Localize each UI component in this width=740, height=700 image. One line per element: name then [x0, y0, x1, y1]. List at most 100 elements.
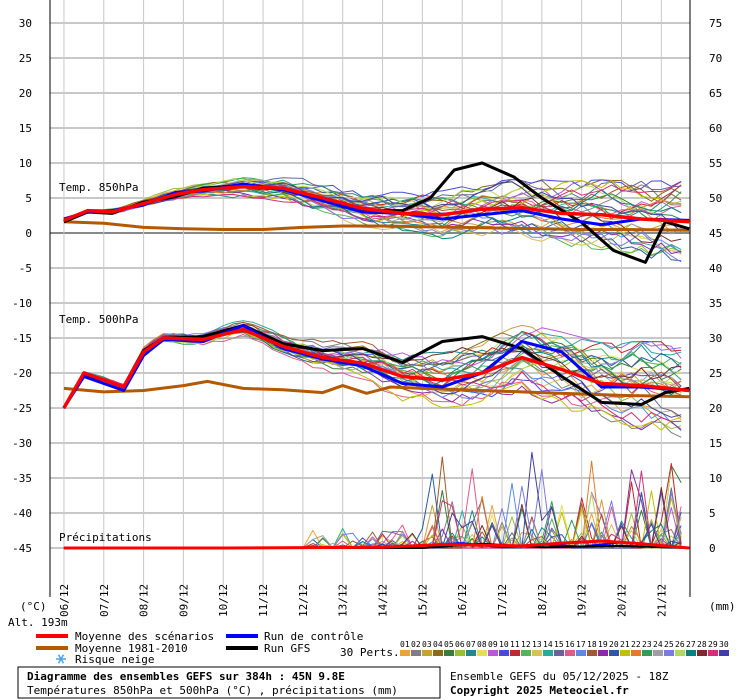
perturbation-swatch	[499, 650, 509, 656]
left-tick-label: 30	[19, 17, 32, 30]
perturbation-swatch	[433, 650, 443, 656]
legend-label-gfs: Run GFS	[264, 642, 310, 655]
perturbation-number: 19	[598, 640, 608, 649]
left-tick-label: -5	[19, 262, 32, 275]
right-tick-label: 50	[709, 192, 722, 205]
perturbation-swatch	[532, 650, 542, 656]
date-tick-label: 13/12	[337, 584, 350, 617]
chart-subtitle: Températures 850hPa et 500hPa (°C) , pré…	[27, 684, 398, 697]
mean-precip-line	[63, 539, 690, 550]
climate-500-line	[63, 379, 690, 399]
ensemble-850-member	[63, 186, 682, 263]
right-tick-label: 0	[709, 542, 716, 555]
perturbation-number: 29	[708, 640, 718, 649]
perturbation-number: 08	[477, 640, 487, 649]
perturbation-number: 20	[609, 640, 619, 649]
date-tick-label: 12/12	[297, 584, 310, 617]
perturbation-number: 22	[631, 640, 641, 649]
date-tick-label: 10/12	[217, 584, 230, 617]
perturbation-swatch	[609, 650, 619, 656]
left-tick-label: -45	[12, 542, 32, 555]
right-tick-label: 45	[709, 227, 722, 240]
run-info: Ensemble GEFS du 05/12/2025 - 18Z	[450, 670, 669, 683]
perturbation-swatch	[675, 650, 685, 656]
perturbation-swatch	[620, 650, 630, 656]
left-tick-label: -20	[12, 367, 32, 380]
perturbation-swatch	[565, 650, 575, 656]
perturbation-swatch	[576, 650, 586, 656]
perturbation-swatch	[455, 650, 465, 656]
date-tick-label: 21/12	[655, 584, 668, 617]
right-tick-label: 15	[709, 437, 722, 450]
perturbation-swatch	[400, 650, 410, 656]
perturbation-swatch	[444, 650, 454, 656]
right-tick-label: 55	[709, 157, 722, 170]
date-tick-label: 06/12	[58, 584, 71, 617]
perturbation-number: 21	[620, 640, 630, 649]
left-tick-label: -25	[12, 402, 32, 415]
perturbation-swatch	[521, 650, 531, 656]
copyright: Copyright 2025 Meteociel.fr	[450, 684, 629, 697]
right-tick-label: 25	[709, 367, 722, 380]
perturbation-swatch	[697, 650, 707, 656]
perturbation-number: 28	[697, 640, 707, 649]
right-tick-label: 30	[709, 332, 722, 345]
perturbation-swatch	[664, 650, 674, 656]
perturbation-number: 05	[444, 640, 454, 649]
perturbation-swatch	[598, 650, 608, 656]
legend: Moyenne des scénarios Run de contrôle Mo…	[36, 630, 363, 666]
perturbation-swatch	[554, 650, 564, 656]
ensemble-850-member	[63, 179, 682, 232]
perturbation-number: 14	[543, 640, 553, 649]
legend-label-control: Run de contrôle	[264, 630, 363, 643]
ensemble-850-member	[63, 181, 682, 232]
right-tick-label: 60	[709, 122, 722, 135]
perturbation-swatch	[477, 650, 487, 656]
perturbation-number: 23	[642, 640, 652, 649]
perturbation-swatch	[642, 650, 652, 656]
left-tick-label: -15	[12, 332, 32, 345]
date-tick-label: 07/12	[98, 584, 111, 617]
mean-500-line	[62, 327, 690, 409]
ensemble-850-member	[63, 177, 682, 256]
series-layer	[62, 161, 690, 550]
perturbation-swatch	[653, 650, 663, 656]
perturbation-swatch	[466, 650, 476, 656]
perturbation-swatch	[543, 650, 553, 656]
perturbation-number: 07	[466, 640, 476, 649]
chart-title: Diagramme des ensembles GEFS sur 384h : …	[27, 670, 345, 683]
perturbation-swatch	[587, 650, 597, 656]
perturbation-number: 24	[653, 640, 663, 649]
perturbation-swatch	[510, 650, 520, 656]
date-tick-label: 14/12	[377, 584, 390, 617]
right-tick-label: 5	[709, 507, 716, 520]
perturbations-label: 30 Perts.	[340, 646, 400, 659]
mean-850-line	[63, 185, 690, 224]
legend-label-snow: Risque neige	[75, 653, 154, 666]
perturbation-number: 03	[422, 640, 432, 649]
perturbation-number: 13	[532, 640, 542, 649]
right-tick-label: 65	[709, 87, 722, 100]
snowflake-icon	[56, 654, 66, 664]
right-tick-label: 35	[709, 297, 722, 310]
right-tick-label: 20	[709, 402, 722, 415]
perturbation-swatch	[719, 650, 729, 656]
left-tick-label: -35	[12, 472, 32, 485]
perturbation-number: 30	[719, 640, 729, 649]
perturbation-number: 02	[411, 640, 421, 649]
right-tick-label: 75	[709, 17, 722, 30]
date-tick-label: 18/12	[536, 584, 549, 617]
date-tick-label: 15/12	[416, 584, 429, 617]
perturbation-swatch	[708, 650, 718, 656]
climate-850-line	[63, 220, 690, 232]
perturbation-number: 25	[664, 640, 674, 649]
date-tick-label: 17/12	[496, 584, 509, 617]
right-tick-label: 10	[709, 472, 722, 485]
perturbation-number: 17	[576, 640, 586, 649]
perturbation-number: 16	[565, 640, 575, 649]
perturbation-number: 06	[455, 640, 465, 649]
left-tick-label: -10	[12, 297, 32, 310]
perturbation-number: 12	[521, 640, 531, 649]
